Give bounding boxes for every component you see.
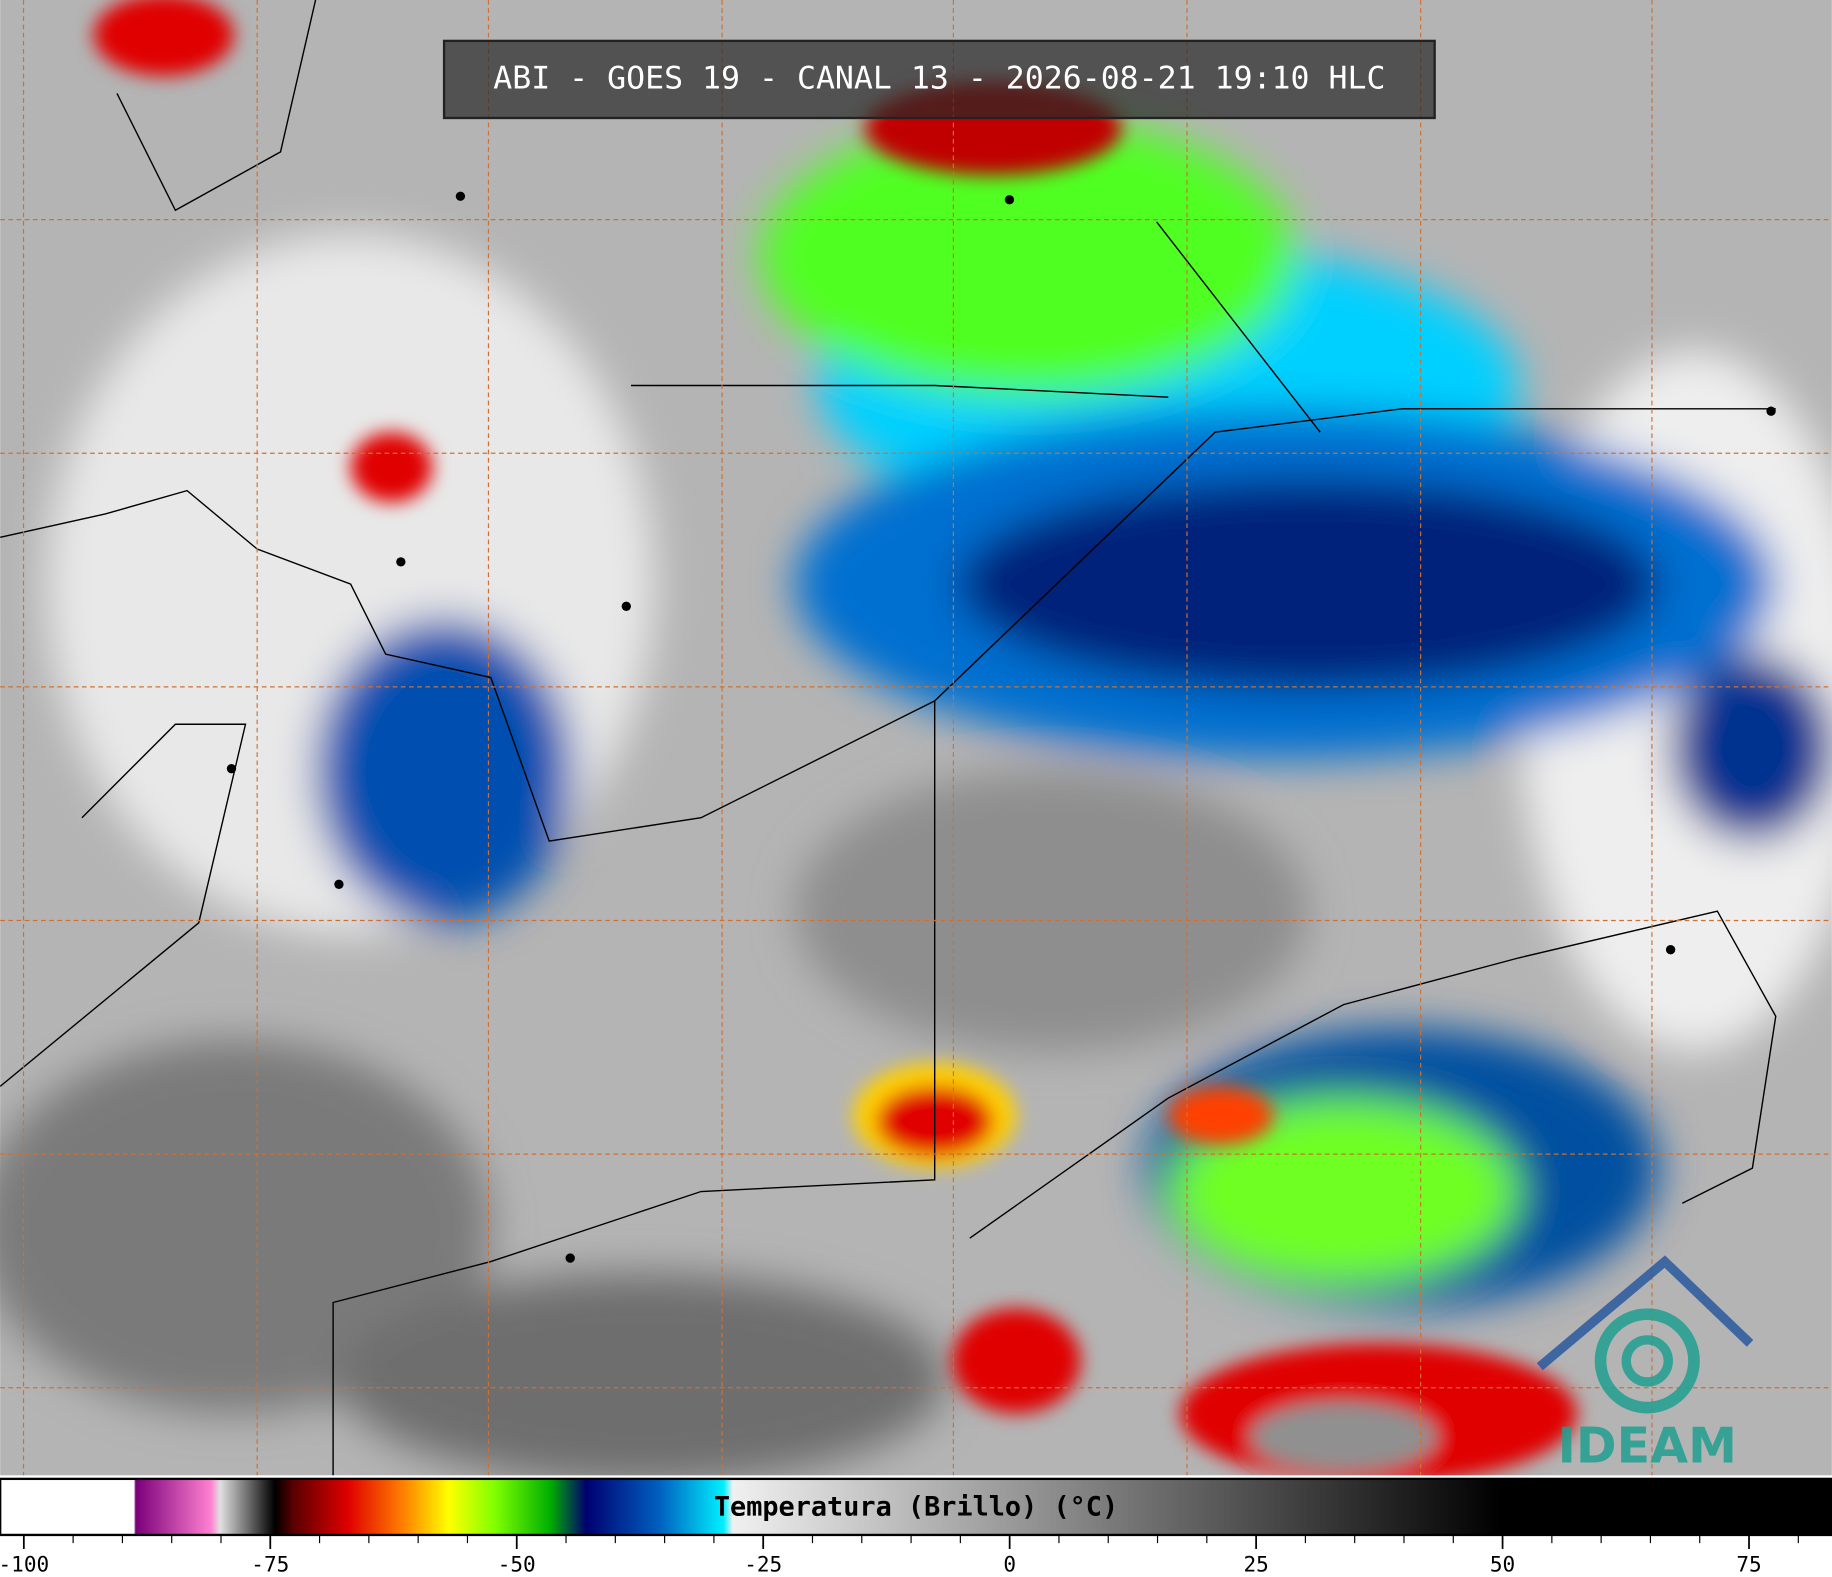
tick-label: -25 — [744, 1551, 782, 1576]
title: ABI - GOES 19 - CANAL 13 - 2026-08-21 19… — [493, 60, 1385, 96]
cities — [226, 191, 1776, 1263]
title-box — [442, 39, 1436, 120]
map-image — [0, 0, 1832, 1484]
tick-label: -100 — [0, 1551, 49, 1576]
colorbar-ticks: -100 -75 -50 -25 0 25 50 75 — [0, 1534, 1799, 1576]
logo: IDEAM — [1536, 1255, 1754, 1475]
tick-label: 25 — [1243, 1551, 1268, 1576]
colorbar-label: Temperatura (Brillo) (°C) — [714, 1492, 1118, 1523]
tick-label: 0 — [1003, 1551, 1016, 1576]
graticule — [0, 0, 1832, 1476]
logo-text: IDEAM — [1558, 1417, 1737, 1475]
tick-label: 50 — [1490, 1551, 1515, 1576]
tick-label: -75 — [251, 1551, 289, 1576]
colorbar — [0, 1477, 1832, 1537]
tick-label: 75 — [1736, 1551, 1761, 1576]
borders — [0, 0, 1777, 1476]
tick-label: -50 — [498, 1551, 536, 1576]
